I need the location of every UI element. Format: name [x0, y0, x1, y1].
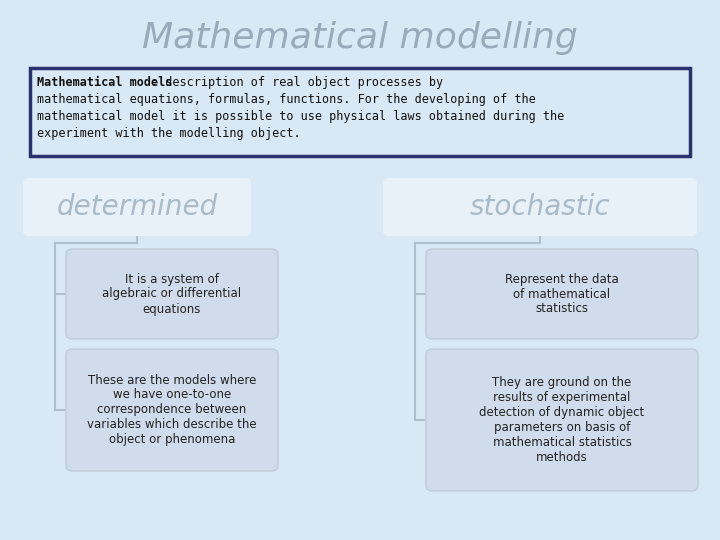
Text: : description of real object processes by: : description of real object processes b…	[151, 76, 443, 89]
FancyBboxPatch shape	[383, 178, 697, 236]
Text: These are the models where
we have one-to-one
correspondence between
variables w: These are the models where we have one-t…	[87, 374, 257, 447]
Text: determined: determined	[56, 193, 217, 221]
FancyBboxPatch shape	[30, 68, 690, 156]
Text: Represent the data
of mathematical
statistics: Represent the data of mathematical stati…	[505, 273, 619, 315]
Text: mathematical model it is possible to use physical laws obtained during the: mathematical model it is possible to use…	[37, 110, 564, 123]
Text: It is a system of
algebraic or differential
equations: It is a system of algebraic or different…	[102, 273, 242, 315]
FancyBboxPatch shape	[66, 349, 278, 471]
Text: Mathematical models: Mathematical models	[37, 76, 172, 89]
Text: Mathematical modelling: Mathematical modelling	[142, 21, 578, 55]
FancyBboxPatch shape	[426, 249, 698, 339]
FancyBboxPatch shape	[66, 249, 278, 339]
Text: They are ground on the
results of experimental
detection of dynamic object
param: They are ground on the results of experi…	[480, 376, 644, 464]
Text: stochastic: stochastic	[469, 193, 611, 221]
FancyBboxPatch shape	[426, 349, 698, 491]
Text: experiment with the modelling object.: experiment with the modelling object.	[37, 127, 301, 140]
FancyBboxPatch shape	[23, 178, 251, 236]
Text: mathematical equations, formulas, functions. For the developing of the: mathematical equations, formulas, functi…	[37, 93, 536, 106]
